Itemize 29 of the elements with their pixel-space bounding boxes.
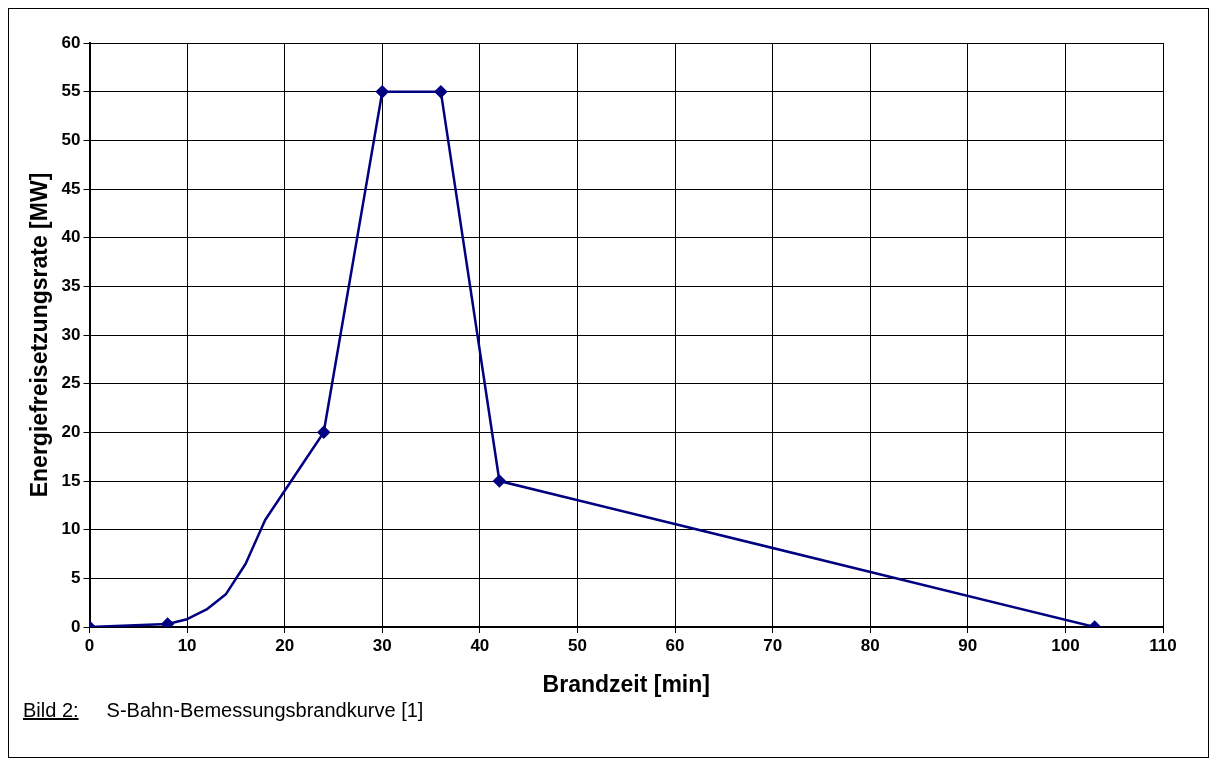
x-tick-label: 30 (372, 635, 392, 655)
y-tick-label: 25 (61, 373, 81, 393)
y-tick-label: 0 (71, 616, 81, 636)
y-tick-label: 10 (61, 519, 81, 539)
x-tick-label: 70 (763, 635, 783, 655)
x-axis-title: Brandzeit [min] (542, 670, 710, 697)
text: Bild 2: (23, 699, 79, 721)
y-tick-label: 40 (61, 227, 81, 247)
x-tick-label: 80 (860, 635, 880, 655)
y-tick-label: 50 (61, 130, 81, 150)
y-tick-label: 30 (61, 324, 81, 344)
x-tick-label: 90 (958, 635, 978, 655)
text: S-Bahn-Bemessungsbrandkurve [1] (106, 699, 424, 721)
y-tick-label: 5 (71, 568, 81, 588)
y-axis-title: Energiefreisetzungsrate [MW] (26, 172, 53, 498)
x-tick-label: 100 (1051, 635, 1080, 655)
x-tick-label: 10 (177, 635, 197, 655)
y-tick-label: 45 (61, 178, 81, 198)
x-tick-label: 110 (1149, 635, 1177, 655)
y-tick-label: 15 (61, 470, 81, 490)
x-tick-label: 40 (470, 635, 490, 655)
x-tick-label: 20 (275, 635, 295, 655)
x-tick-label: 0 (84, 635, 95, 655)
y-tick-label: 35 (61, 276, 81, 296)
y-tick-label: 20 (61, 422, 81, 442)
x-tick-label: 60 (665, 635, 685, 655)
y-tick-label: 60 (61, 32, 81, 52)
y-tick-label: 55 (61, 81, 81, 101)
x-tick-label: 50 (568, 635, 587, 655)
